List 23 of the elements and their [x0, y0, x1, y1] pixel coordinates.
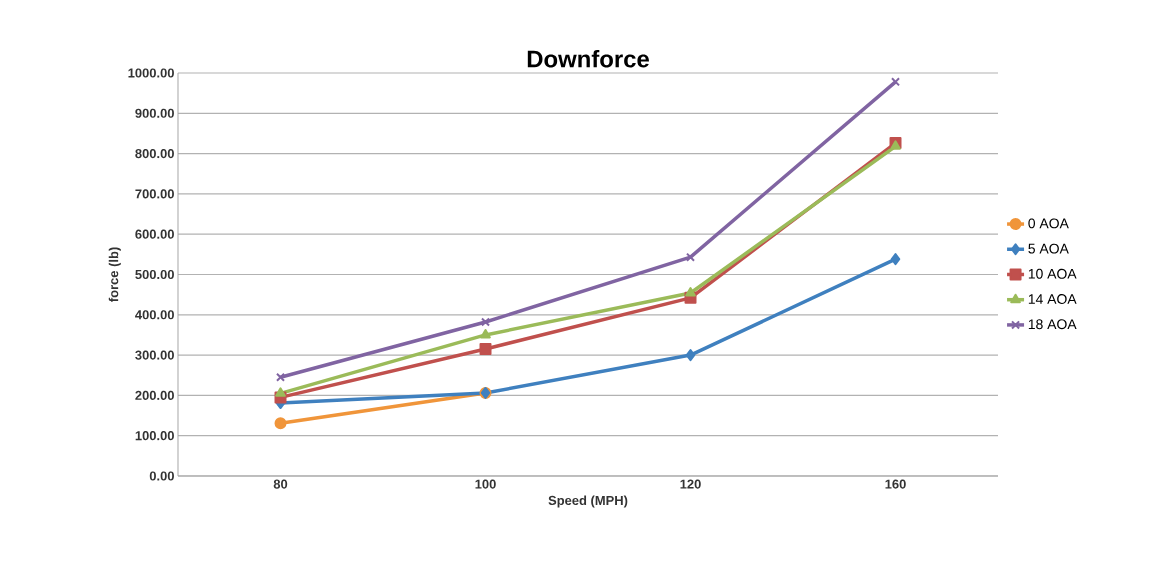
x-tick-label: 120 [680, 479, 701, 489]
y-tick-label: 0.00 [149, 471, 174, 481]
y-tick-label: 200.00 [135, 390, 174, 400]
x-axis-title: Speed (MPH) [548, 495, 628, 508]
x-tick-label: 100 [475, 479, 496, 489]
y-tick-label: 500.00 [135, 269, 174, 280]
y-tick-label: 800.00 [135, 149, 174, 159]
y-tick-label: 100.00 [135, 431, 174, 441]
y-tick-label: 600.00 [135, 229, 174, 239]
x-tick-label: 160 [885, 479, 906, 489]
legend-label: 5 AOA [1028, 243, 1069, 254]
y-axis-title: force (lb) [108, 247, 121, 302]
legend-label: 0 AOA [1028, 218, 1069, 229]
y-tick-label: 700.00 [135, 189, 174, 199]
chart-title: Downforce [527, 49, 649, 68]
legend-label: 10 AOA [1028, 268, 1077, 279]
legend-label: 18 AOA [1028, 319, 1077, 330]
y-tick-label: 300.00 [135, 350, 174, 360]
y-tick-label: 900.00 [135, 108, 174, 118]
legend-label: 14 AOA [1028, 294, 1077, 304]
y-tick-label: 1000.00 [128, 68, 174, 78]
y-tick-label: 400.00 [135, 310, 174, 320]
x-tick-label: 80 [273, 479, 288, 489]
